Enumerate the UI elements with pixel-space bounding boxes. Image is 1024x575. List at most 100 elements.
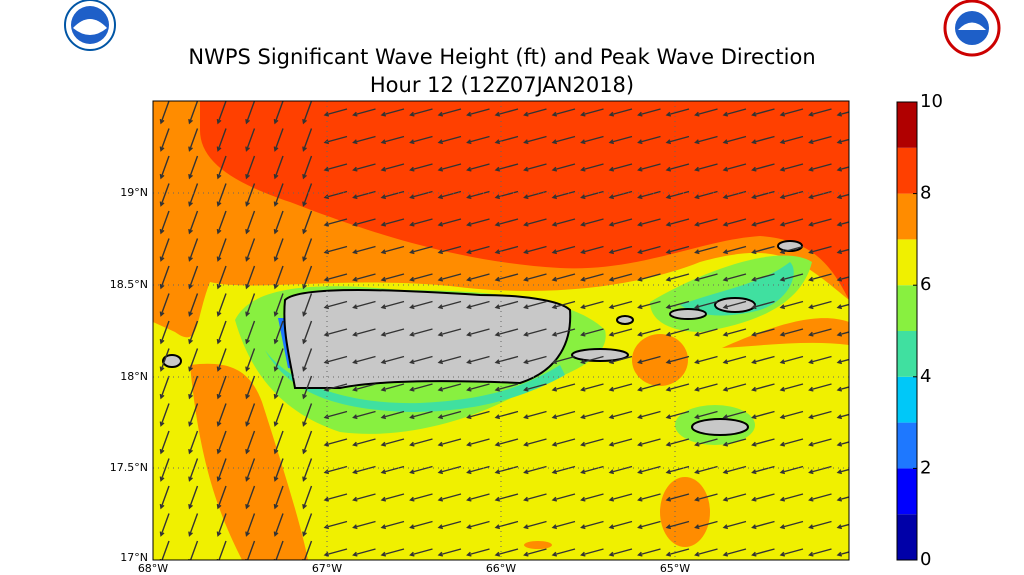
direction-arrow: [779, 135, 804, 145]
direction-arrow: [608, 520, 633, 530]
direction-arrow: [665, 493, 690, 502]
direction-arrow: [665, 383, 690, 392]
direction-arrow: [836, 523, 849, 530]
direction-arrow: [188, 210, 199, 235]
direction-arrow: [722, 493, 747, 502]
direction-arrow: [836, 221, 849, 227]
direction-arrow: [323, 245, 348, 255]
direction-arrow: [665, 410, 690, 420]
direction-arrow: [580, 218, 604, 227]
direction-arrow: [722, 520, 747, 530]
direction-arrow: [608, 548, 633, 557]
direction-arrow: [323, 163, 348, 172]
direction-arrow: [380, 520, 405, 530]
direction-arrow: [494, 383, 519, 392]
direction-arrow: [352, 520, 376, 530]
direction-arrow: [437, 273, 462, 282]
direction-arrow: [494, 135, 519, 145]
direction-arrow: [245, 540, 256, 560]
direction-arrow: [409, 328, 433, 337]
direction-arrow: [409, 108, 433, 117]
direction-arrow: [380, 383, 405, 392]
direction-arrow: [608, 273, 633, 282]
direction-arrow: [273, 293, 284, 317]
direction-arrow: [836, 276, 849, 282]
direction-arrow: [216, 238, 227, 262]
direction-arrow: [323, 548, 348, 557]
direction-arrow: [216, 128, 227, 152]
direction-arrow: [273, 540, 284, 560]
direction-arrow: [216, 540, 227, 560]
direction-arrow: [437, 520, 462, 530]
direction-arrow: [302, 403, 313, 427]
direction-arrow: [323, 520, 348, 530]
direction-arrow: [637, 410, 661, 420]
direction-arrow: [779, 163, 804, 172]
direction-arrow: [722, 218, 747, 227]
direction-arrow: [580, 383, 604, 392]
direction-arrow: [836, 468, 849, 475]
direction-arrow: [523, 548, 547, 557]
direction-arrow: [808, 520, 832, 530]
direction-arrow: [323, 493, 348, 502]
direction-arrow: [494, 438, 519, 447]
direction-arrow: [551, 383, 576, 392]
direction-arrow: [551, 135, 576, 145]
direction-arrow: [494, 108, 519, 117]
direction-arrow: [302, 458, 313, 482]
direction-arrow: [352, 383, 376, 392]
direction-arrow: [494, 245, 519, 255]
direction-arrow: [380, 493, 405, 502]
direction-arrow: [188, 293, 199, 317]
direction-arrow: [779, 218, 804, 227]
direction-arrow: [302, 155, 313, 180]
direction-arrow: [380, 108, 405, 117]
direction-arrow: [779, 465, 804, 475]
direction-arrow: [323, 135, 348, 145]
direction-arrow: [494, 355, 519, 365]
direction-arrow: [159, 375, 170, 400]
direction-arrow: [637, 273, 661, 282]
direction-arrow: [779, 355, 804, 365]
direction-arrow: [608, 410, 633, 420]
direction-arrow: [722, 548, 747, 557]
direction-arrow: [380, 328, 405, 337]
direction-arrow: [188, 265, 199, 290]
direction-arrow: [302, 128, 313, 152]
direction-arrow: [751, 355, 775, 365]
direction-arrow: [523, 218, 547, 227]
direction-arrow: [302, 348, 313, 372]
direction-arrow: [694, 438, 718, 447]
direction-arrow: [245, 403, 256, 427]
direction-arrow: [523, 410, 547, 420]
direction-arrow: [437, 548, 462, 557]
axis-labels: 19°N 18.5°N 18°N 17.5°N 17°N 68°W 67°W 6…: [110, 186, 691, 575]
direction-arrow: [580, 548, 604, 557]
direction-arrow: [352, 218, 376, 227]
lat-label: 18.5°N: [110, 278, 148, 291]
direction-arrow: [637, 493, 661, 502]
direction-arrow: [779, 520, 804, 530]
direction-arrow: [580, 465, 604, 475]
direction-arrow: [409, 383, 433, 392]
direction-arrow: [352, 355, 376, 365]
direction-arrow: [808, 245, 832, 255]
direction-arrow: [466, 465, 490, 475]
direction-arrow: [159, 238, 170, 262]
direction-arrow: [159, 485, 170, 510]
direction-arrow: [551, 438, 576, 447]
colorbar-tick-label: 10: [920, 91, 943, 112]
direction-arrow: [836, 331, 849, 337]
colorbar-band: [897, 422, 917, 469]
direction-arrow: [722, 273, 747, 282]
direction-arrow: [273, 403, 284, 427]
direction-arrow: [836, 413, 849, 420]
direction-arrow: [380, 548, 405, 557]
direction-arrow: [273, 238, 284, 262]
direction-arrow: [665, 300, 690, 310]
direction-arrow: [159, 458, 170, 482]
direction-arrow: [722, 355, 747, 365]
direction-arrow: [779, 493, 804, 502]
direction-arrow: [216, 183, 227, 207]
direction-arrow: [245, 238, 256, 262]
